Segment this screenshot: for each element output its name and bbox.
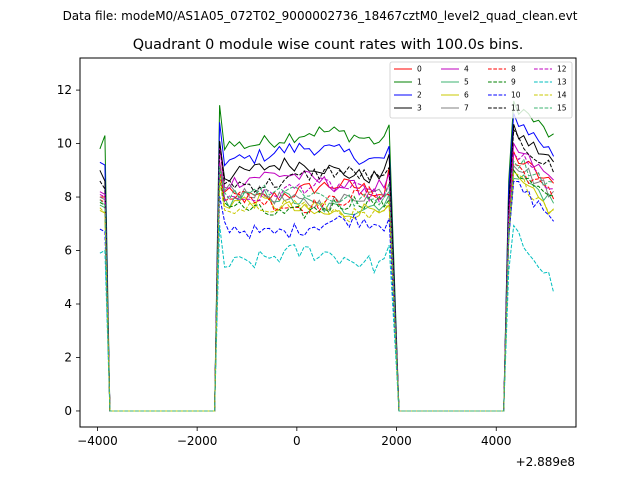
legend-label-8: 8 <box>511 65 516 74</box>
y-tick-label: 12 <box>57 83 72 97</box>
y-tick-label: 2 <box>64 350 72 364</box>
legend-label-5: 5 <box>464 78 469 87</box>
legend-label-11: 11 <box>511 104 521 113</box>
legend-label-14: 14 <box>557 91 567 100</box>
legend-label-2: 2 <box>417 91 422 100</box>
legend-label-9: 9 <box>511 78 516 87</box>
x-offset-label: +2.889e8 <box>516 455 575 469</box>
x-tick-label: 2000 <box>381 434 412 448</box>
series-layer <box>99 100 555 412</box>
chart-title: Quadrant 0 module wise count rates with … <box>133 37 524 53</box>
x-tick-label: −4000 <box>77 434 118 448</box>
legend-label-6: 6 <box>464 91 469 100</box>
suptitle: Data file: modeM0/AS1A05_072T02_90000027… <box>63 9 578 23</box>
legend-label-0: 0 <box>417 65 422 74</box>
y-tick-label: 10 <box>57 137 72 151</box>
legend-label-3: 3 <box>417 104 422 113</box>
legend-label-12: 12 <box>557 65 567 74</box>
legend-label-4: 4 <box>464 65 469 74</box>
legend-label-7: 7 <box>464 104 469 113</box>
legend-label-10: 10 <box>511 91 521 100</box>
series-line-14 <box>99 171 554 412</box>
x-tick-label: 4000 <box>481 434 512 448</box>
y-tick-label: 0 <box>64 404 72 418</box>
legend-frame <box>389 61 573 119</box>
legend-label-1: 1 <box>417 78 422 87</box>
y-axis: 0 2 4 6 8 10 12 <box>57 83 80 418</box>
y-tick-label: 8 <box>64 190 72 204</box>
series-line-15 <box>99 158 554 412</box>
y-tick-label: 4 <box>64 297 72 311</box>
x-axis: −4000 −2000 0 2000 4000 <box>77 427 512 448</box>
legend-label-15: 15 <box>557 104 567 113</box>
legend-label-13: 13 <box>557 78 567 87</box>
x-tick-label: −2000 <box>177 434 218 448</box>
x-tick-label: 0 <box>293 434 301 448</box>
axes-frame <box>79 57 577 428</box>
y-tick-label: 6 <box>64 244 72 258</box>
